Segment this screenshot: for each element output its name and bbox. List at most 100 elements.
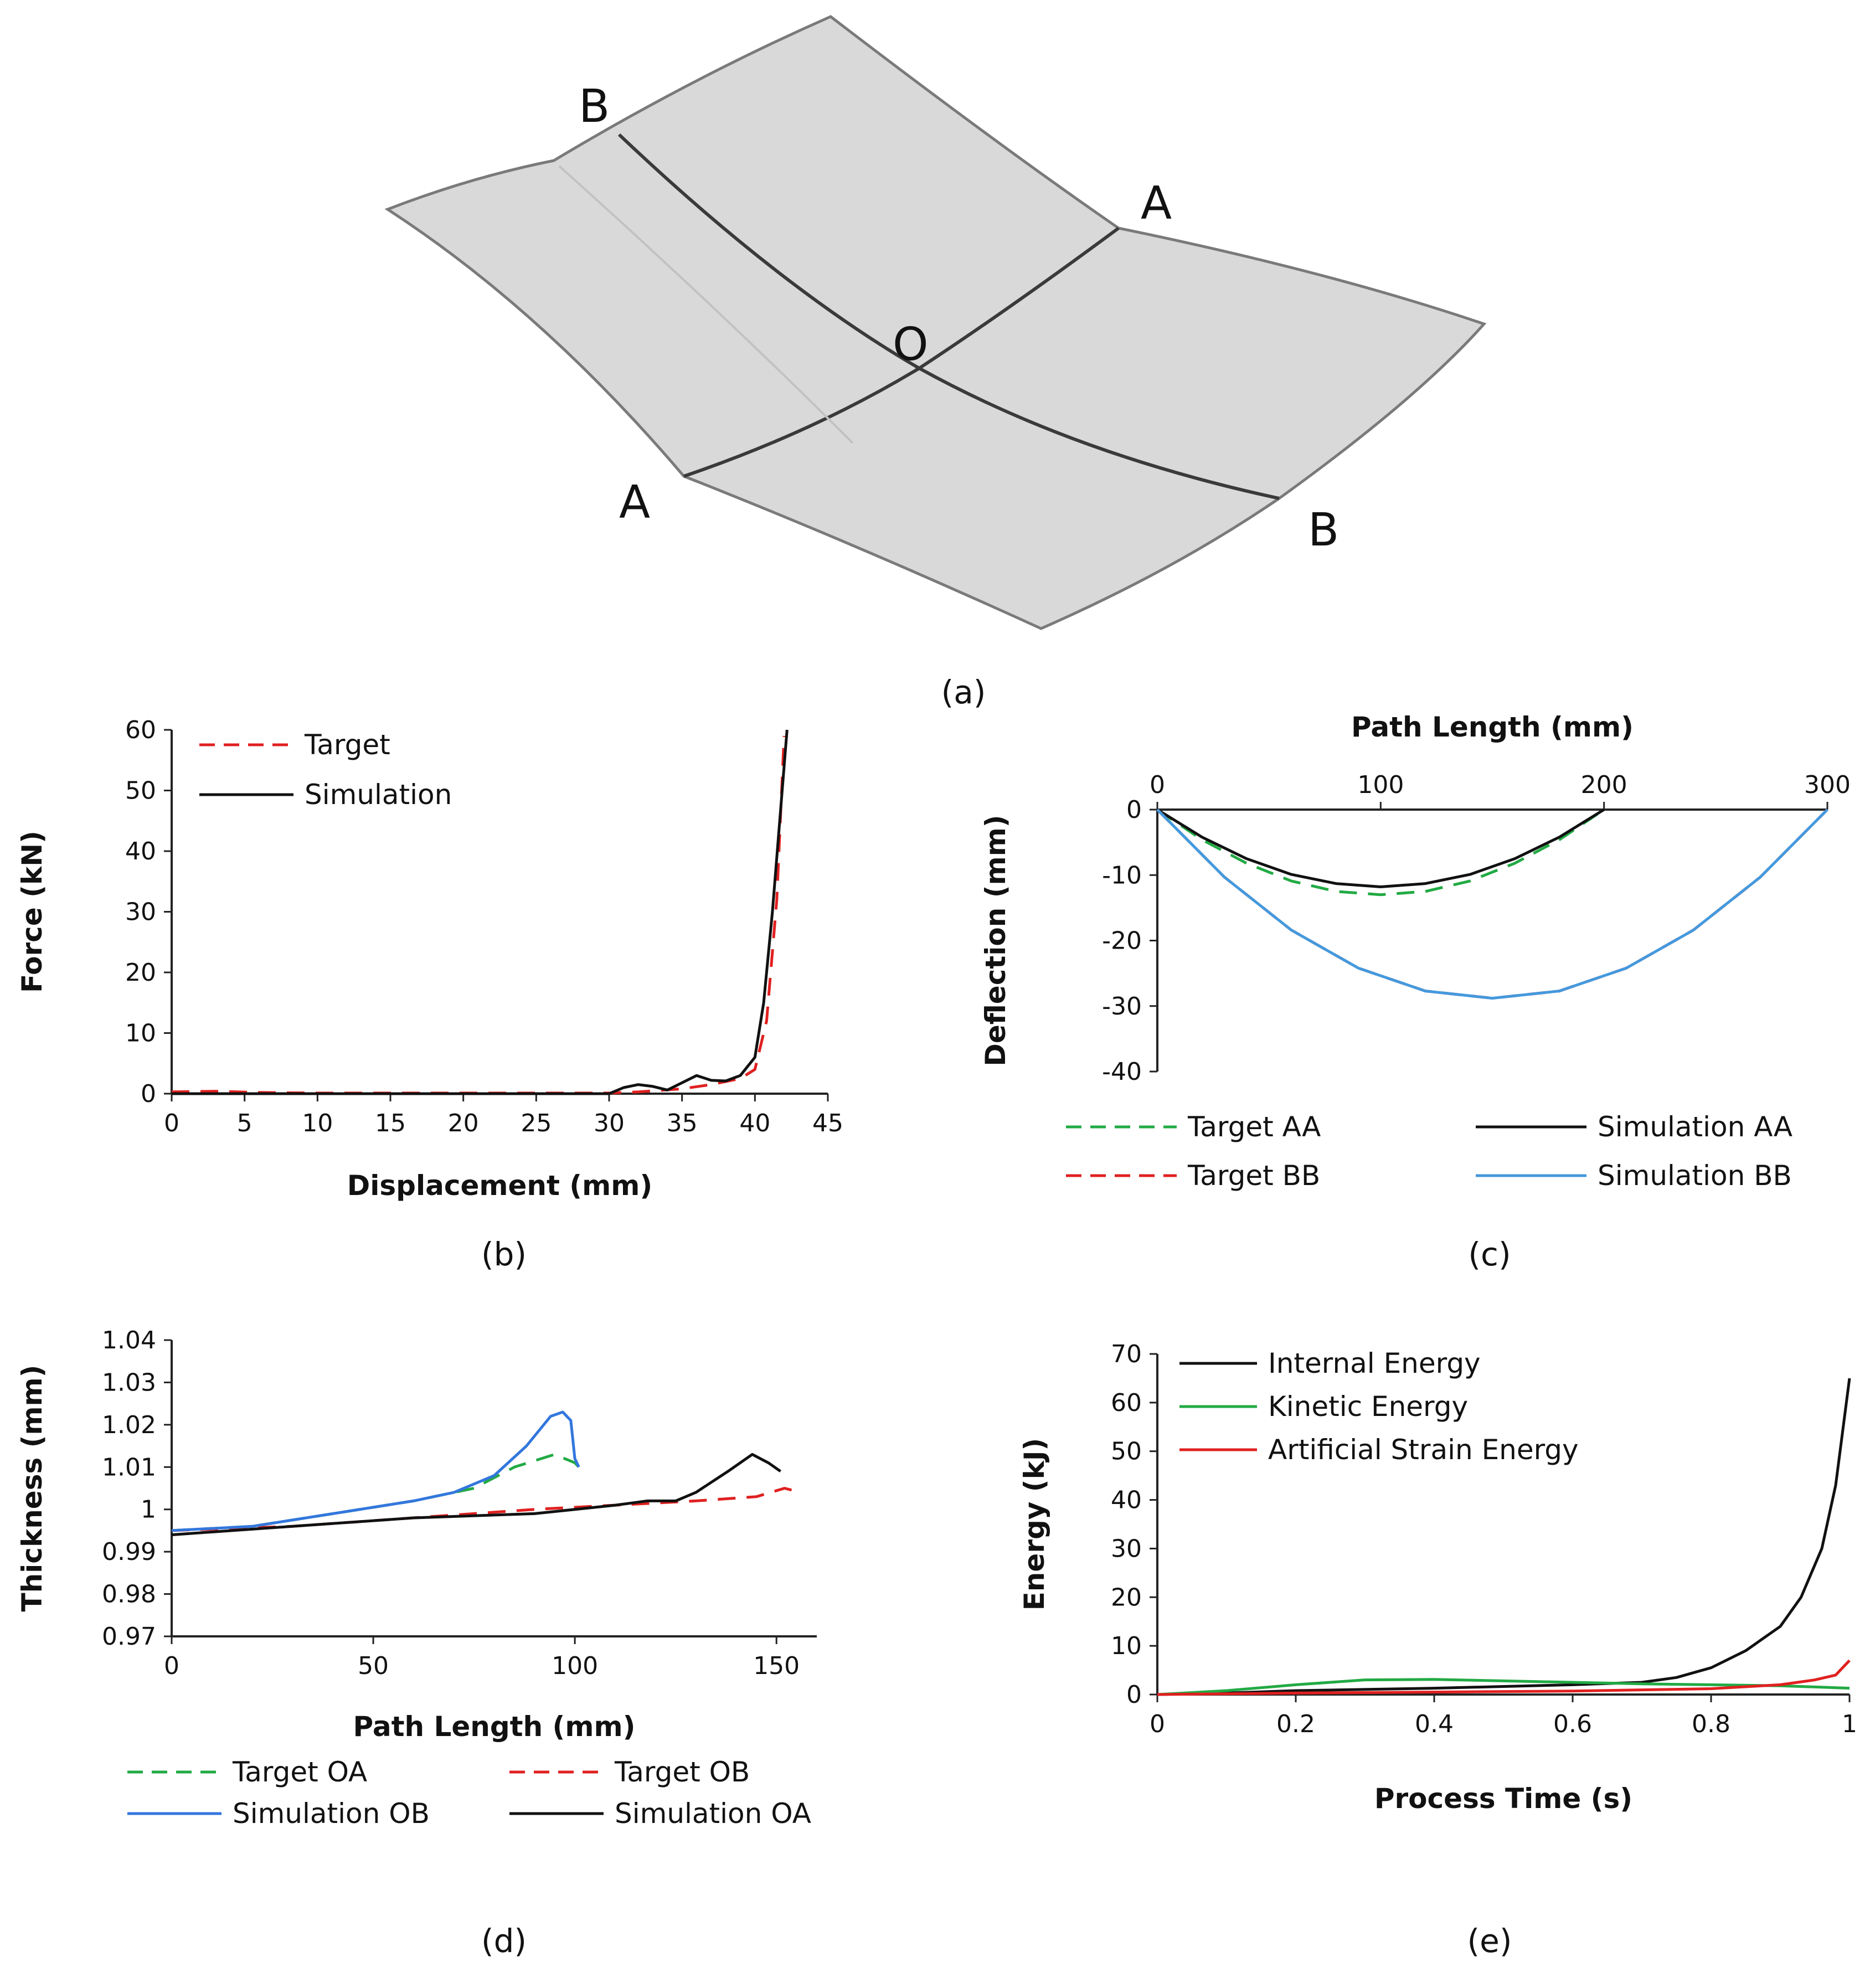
x-tick-label: 25 xyxy=(521,1109,552,1137)
panel-label-b: (b) xyxy=(481,1235,527,1273)
panel-label-c: (c) xyxy=(1468,1235,1511,1273)
panel-label-e: (e) xyxy=(1467,1922,1512,1960)
series-line-simulation-ob xyxy=(171,1410,580,1532)
y-tick-label: 60 xyxy=(125,716,156,744)
x-tick-label: 100 xyxy=(1357,771,1404,799)
x-tick-label: 0 xyxy=(1150,771,1165,799)
x-tick-label: 15 xyxy=(375,1109,406,1137)
legend-label-target-aa: Target AA xyxy=(1187,1111,1321,1143)
x-tick-label: 300 xyxy=(1804,771,1851,799)
panel-label-d: (d) xyxy=(481,1922,527,1960)
section-line-aa xyxy=(683,226,1120,478)
y-tick-label: 1.04 xyxy=(102,1326,156,1354)
x-tick-label: 5 xyxy=(237,1109,253,1137)
series-line-simulation xyxy=(172,729,789,1095)
formed-sheet xyxy=(384,15,1487,630)
y-tick-label: -10 xyxy=(1102,861,1142,889)
y-tick-label: 30 xyxy=(1111,1534,1142,1563)
y-tick-label: 40 xyxy=(125,837,156,866)
series-line-target xyxy=(171,735,786,1095)
x-tick-label: 0.8 xyxy=(1692,1710,1730,1738)
x-tick-label: 1 xyxy=(1842,1710,1857,1738)
x-tick-label: 0 xyxy=(1150,1710,1165,1738)
series-line-kinetic-energy xyxy=(1157,1678,1850,1696)
series-line-simulation-bb xyxy=(1156,808,1828,1000)
series-line-simulation-aa xyxy=(1156,808,1605,888)
y-tick-label: 60 xyxy=(1111,1389,1142,1417)
legend-label-simulation-bb: Simulation BB xyxy=(1598,1160,1792,1192)
point-label-a-left: A xyxy=(619,476,650,529)
legend-label-artificial-strain-energy: Artificial Strain Energy xyxy=(1268,1434,1579,1466)
x-tick-label: 0.4 xyxy=(1415,1710,1454,1738)
y-tick-label: 1.03 xyxy=(102,1368,156,1397)
series-line-target-aa xyxy=(1156,808,1605,897)
y-axis-label: Force (kN) xyxy=(16,831,48,993)
y-tick-label: 40 xyxy=(1111,1486,1142,1515)
x-tick-label: 40 xyxy=(739,1109,770,1137)
x-tick-label: 45 xyxy=(812,1109,843,1137)
y-tick-label: -20 xyxy=(1102,927,1142,955)
legend-label-simulation-aa: Simulation AA xyxy=(1598,1111,1792,1143)
series-line-internal-energy xyxy=(1157,1378,1851,1696)
x-tick-label: 0.6 xyxy=(1553,1710,1592,1738)
y-axis-label: Energy (kJ) xyxy=(1018,1438,1050,1611)
point-label-o: O xyxy=(893,318,929,371)
y-tick-label: 0 xyxy=(141,1080,156,1108)
x-tick-label: 30 xyxy=(594,1109,625,1137)
series-line-simulation-oa xyxy=(171,1453,781,1537)
point-label-b-bottom: B xyxy=(1308,504,1339,557)
x-tick-label: 0 xyxy=(164,1652,179,1680)
chart-thickness: 0 50 100 150 1.04 1.03 1.02 1.01 1 0.99 0.98 0.97 Pa… xyxy=(16,1326,817,1830)
x-axis-label: Path Length (mm) xyxy=(1351,711,1634,743)
y-tick-label: 50 xyxy=(1111,1438,1142,1466)
y-tick-label: 20 xyxy=(1111,1583,1142,1611)
x-tick-label: 200 xyxy=(1581,771,1627,799)
x-tick-label: 150 xyxy=(753,1652,800,1680)
y-tick-label: 50 xyxy=(125,777,156,805)
x-axis-label: Path Length (mm) xyxy=(353,1711,636,1743)
y-tick-label: 0 xyxy=(1126,1681,1142,1709)
x-axis-label: Process Time (s) xyxy=(1374,1783,1632,1815)
series-line-target-oa xyxy=(171,1453,584,1532)
y-tick-label: -40 xyxy=(1102,1058,1142,1086)
point-label-a-right: A xyxy=(1141,177,1172,230)
legend-label-simulation-ob: Simulation OB xyxy=(233,1798,430,1830)
y-tick-label: 0.98 xyxy=(102,1580,156,1609)
legend-label-target-bb: Target BB xyxy=(1187,1160,1320,1192)
panel-a: B A O A B (a) xyxy=(384,15,1487,711)
legend-label-target: Target xyxy=(304,729,390,761)
y-axis-label: Thickness (mm) xyxy=(16,1364,48,1611)
y-tick-label: 0.99 xyxy=(102,1538,156,1566)
y-tick-label: 10 xyxy=(125,1019,156,1048)
y-tick-label: 20 xyxy=(125,959,156,987)
y-tick-label: 1.02 xyxy=(102,1411,156,1439)
x-tick-label: 100 xyxy=(552,1652,598,1680)
x-tick-label: 0 xyxy=(164,1109,179,1137)
legend-label-target-ob: Target OB xyxy=(614,1756,750,1788)
legend-label-internal-energy: Internal Energy xyxy=(1268,1347,1481,1379)
y-tick-label: 30 xyxy=(125,898,156,926)
legend-label-target-oa: Target OA xyxy=(232,1756,367,1788)
y-axis-label: Deflection (mm) xyxy=(980,815,1012,1066)
legend-label-simulation: Simulation xyxy=(305,779,452,811)
sheet-shading-line xyxy=(558,165,854,444)
point-label-b-top: B xyxy=(579,80,610,133)
chart-force-displacement: 0 5 10 15 20 25 30 35 40 45 0 10 20 30 40 50 60 Displacem… xyxy=(16,716,843,1202)
x-tick-label: 20 xyxy=(448,1109,479,1137)
chart-deflection: 0 100 200 300 0 -10 -20 -30 -40 Path Length (mm) D… xyxy=(980,711,1851,1192)
legend-label-kinetic-energy: Kinetic Energy xyxy=(1268,1390,1468,1423)
x-tick-label: 50 xyxy=(358,1652,389,1680)
y-tick-label: 0 xyxy=(1126,796,1142,824)
y-tick-label: 1.01 xyxy=(102,1453,156,1481)
y-tick-label: -30 xyxy=(1102,992,1142,1021)
legend-label-simulation-oa: Simulation OA xyxy=(615,1798,811,1830)
x-tick-label: 10 xyxy=(302,1109,333,1137)
series-line-artificial-strain-energy xyxy=(1157,1659,1851,1696)
y-tick-label: 1 xyxy=(141,1496,156,1524)
y-tick-label: 10 xyxy=(1111,1632,1142,1660)
panel-label-a: (a) xyxy=(941,673,986,711)
y-tick-label: 70 xyxy=(1111,1340,1142,1368)
x-axis-label: Displacement (mm) xyxy=(347,1170,652,1202)
